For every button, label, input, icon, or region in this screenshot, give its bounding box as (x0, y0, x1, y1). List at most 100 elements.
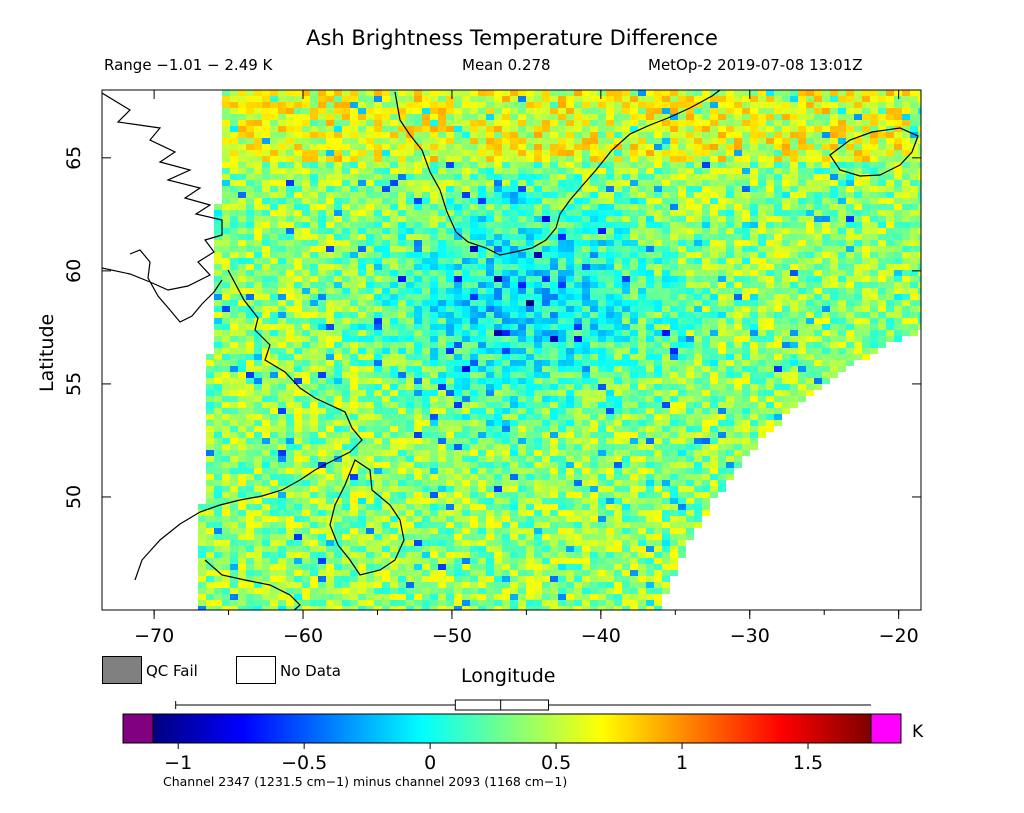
swath-pixel (670, 402, 678, 408)
swath-pixel (622, 132, 630, 138)
swath-pixel (366, 264, 374, 270)
swath-pixel (782, 156, 790, 162)
swath-pixel (790, 366, 798, 372)
swath-pixel (622, 390, 630, 396)
swath-pixel (854, 288, 862, 294)
swath-pixel (782, 90, 790, 96)
swath-pixel (366, 144, 374, 150)
swath-pixel (358, 168, 366, 174)
swath-pixel (598, 90, 606, 96)
swath-pixel (430, 318, 438, 324)
swath-pixel (246, 300, 254, 306)
swath-pixel (750, 192, 758, 198)
swath-pixel (406, 420, 414, 426)
swath-pixel (710, 306, 718, 312)
swath-pixel (318, 384, 326, 390)
swath-pixel (630, 270, 638, 276)
swath-pixel (862, 114, 870, 120)
swath-pixel (662, 432, 670, 438)
swath-pixel (798, 96, 806, 102)
swath-pixel (254, 216, 262, 222)
swath-pixel (414, 90, 422, 96)
swath-pixel (710, 270, 718, 276)
swath-pixel (462, 348, 470, 354)
swath-pixel (494, 288, 502, 294)
swath-pixel (526, 438, 534, 444)
swath-pixel (230, 114, 238, 120)
swath-pixel (462, 288, 470, 294)
swath-pixel (462, 162, 470, 168)
swath-pixel (686, 186, 694, 192)
swath-pixel (678, 228, 686, 234)
swath-pixel (430, 126, 438, 132)
swath-pixel (318, 168, 326, 174)
swath-pixel (526, 300, 534, 306)
swath-pixel (614, 132, 622, 138)
swath-pixel (750, 96, 758, 102)
swath-pixel (518, 318, 526, 324)
swath-pixel (374, 330, 382, 336)
swath-pixel (742, 120, 750, 126)
swath-pixel (862, 138, 870, 144)
swath-pixel (694, 144, 702, 150)
swath-pixel (718, 396, 726, 402)
swath-pixel (254, 210, 262, 216)
swath-pixel (854, 306, 862, 312)
swath-pixel (558, 420, 566, 426)
swath-pixel (390, 282, 398, 288)
swath-pixel (670, 336, 678, 342)
swath-pixel (870, 276, 878, 282)
swath-pixel (590, 402, 598, 408)
swath-pixel (358, 198, 366, 204)
swath-pixel (782, 162, 790, 168)
swath-pixel (254, 228, 262, 234)
swath-pixel (662, 276, 670, 282)
swath-pixel (550, 432, 558, 438)
swath-pixel (494, 372, 502, 378)
swath-pixel (430, 420, 438, 426)
swath-pixel (654, 96, 662, 102)
swath-pixel (238, 258, 246, 264)
swath-pixel (622, 276, 630, 282)
swath-pixel (590, 414, 598, 420)
swath-pixel (246, 396, 254, 402)
swath-pixel (486, 336, 494, 342)
swath-pixel (390, 348, 398, 354)
swath-pixel (550, 114, 558, 120)
swath-pixel (590, 120, 598, 126)
swath-pixel (582, 300, 590, 306)
swath-pixel (430, 150, 438, 156)
swath-pixel (582, 204, 590, 210)
swath-pixel (334, 168, 342, 174)
swath-pixel (534, 318, 542, 324)
swath-pixel (566, 96, 574, 102)
swath-pixel (478, 120, 486, 126)
swath-pixel (782, 324, 790, 330)
swath-pixel (294, 324, 302, 330)
swath-pixel (630, 348, 638, 354)
swath-pixel (278, 336, 286, 342)
swath-pixel (590, 210, 598, 216)
swath-pixel (590, 342, 598, 348)
swath-pixel (526, 336, 534, 342)
swath-pixel (814, 282, 822, 288)
swath-pixel (374, 408, 382, 414)
swath-pixel (726, 240, 734, 246)
swath-pixel (382, 240, 390, 246)
swath-pixel (350, 390, 358, 396)
swath-pixel (638, 90, 646, 96)
swath-pixel (254, 348, 262, 354)
swath-pixel (270, 114, 278, 120)
swath-pixel (582, 240, 590, 246)
swath-pixel (462, 402, 470, 408)
swath-pixel (566, 192, 574, 198)
swath-pixel (622, 336, 630, 342)
swath-pixel (918, 102, 921, 108)
swath-pixel (470, 126, 478, 132)
swath-pixel (902, 312, 910, 318)
swath-pixel (302, 384, 310, 390)
swath-pixel (334, 282, 342, 288)
swath-pixel (638, 216, 646, 222)
swath-pixel (622, 342, 630, 348)
swath-pixel (358, 258, 366, 264)
